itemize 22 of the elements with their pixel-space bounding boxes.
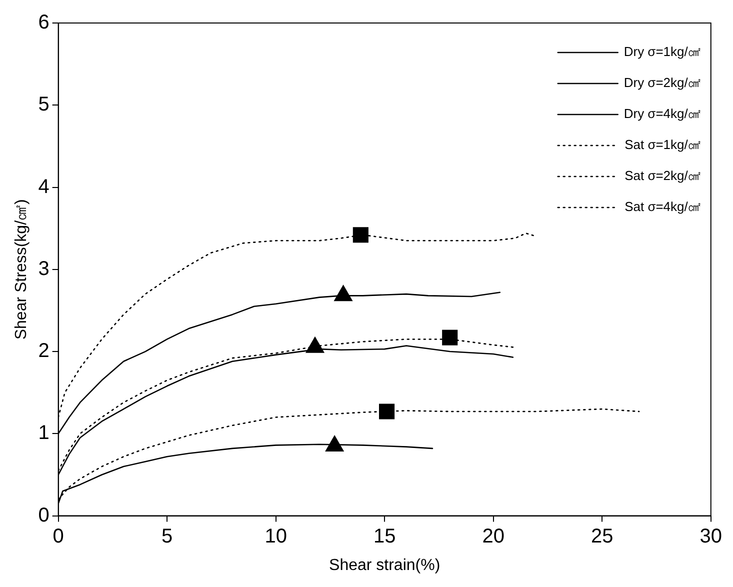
y-axis-title: Shear Stress(kg/㎠) xyxy=(13,199,30,340)
legend-label: Sat σ=4kg/㎠ xyxy=(624,199,701,214)
y-tick-label: 6 xyxy=(38,12,50,34)
legend-label: Sat σ=2kg/㎠ xyxy=(624,168,701,184)
x-tick-label: 30 xyxy=(700,525,722,548)
x-tick-label: 15 xyxy=(373,525,396,548)
x-tick-label: 0 xyxy=(52,525,64,548)
legend-label: Dry σ=1kg/㎠ xyxy=(624,44,701,60)
x-tick-label: 10 xyxy=(264,525,287,548)
legend-label: Dry σ=2kg/㎠ xyxy=(624,75,701,90)
x-axis-title: Shear strain(%) xyxy=(329,556,440,574)
legend-label: Dry σ=4kg/㎠ xyxy=(624,106,701,122)
y-tick-label: 2 xyxy=(38,340,50,362)
x-tick-label: 20 xyxy=(482,525,504,548)
y-tick-label: 4 xyxy=(38,176,50,198)
y-tick-label: 0 xyxy=(38,504,50,526)
legend-label: Sat σ=1kg/㎠ xyxy=(624,137,701,152)
y-tick-label: 5 xyxy=(38,94,50,116)
y-tick-label: 3 xyxy=(38,258,50,280)
x-tick-label: 5 xyxy=(162,525,173,548)
x-tick-label: 25 xyxy=(590,525,614,548)
y-tick-label: 1 xyxy=(38,422,50,444)
